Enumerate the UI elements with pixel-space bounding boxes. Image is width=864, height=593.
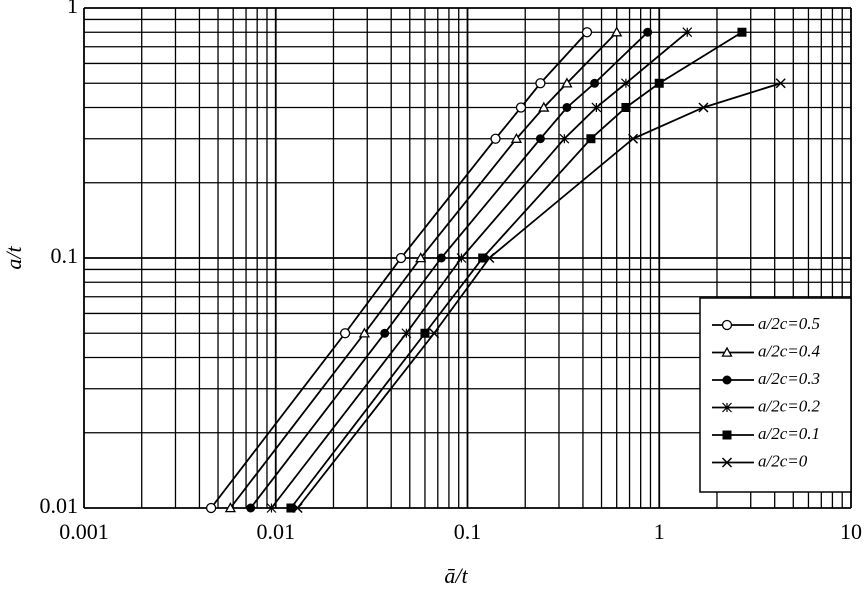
marker [591,102,602,113]
marker [436,253,446,263]
marker [478,253,488,263]
marker [415,252,427,263]
marker [562,102,572,112]
marker [429,328,440,339]
marker [395,252,407,264]
marker [643,27,653,37]
marker [737,27,747,37]
marker [586,134,596,144]
legend-label: a/2c=0.4 [758,341,820,360]
marker [775,78,786,89]
marker [358,327,371,338]
marker [590,78,600,88]
marker [620,78,631,89]
marker [535,78,546,89]
marker [621,102,631,112]
marker [205,502,217,514]
marker [456,253,467,263]
marker [682,27,693,38]
marker [698,102,709,113]
y-tick-label: 0.1 [51,243,79,268]
marker [484,252,495,264]
marker [722,402,732,413]
legend-label: a/2c=0.5 [758,314,820,333]
x-tick-label: 10 [840,519,862,544]
marker [538,101,550,112]
marker [380,328,390,338]
marker [611,26,623,37]
series-line [296,82,781,509]
x-tick-label: 0.01 [257,519,296,544]
marker [561,77,573,88]
marker [628,133,639,144]
marker [286,503,296,513]
marker [510,132,523,143]
marker [721,319,733,331]
marker [515,102,527,113]
marker [559,133,570,144]
marker [490,133,501,144]
series-line [290,31,743,509]
marker [401,328,412,339]
x-tick-label: 0.1 [454,519,482,544]
legend-label: a/2c=0.1 [758,424,820,443]
marker [292,502,303,514]
marker [339,328,351,339]
marker [246,503,256,513]
y-axis-label: a/t [1,246,26,270]
legend-label: a/2c=0.3 [758,369,820,388]
marker [722,430,732,440]
marker [654,78,664,88]
legend-label: a/2c=0 [758,451,808,470]
marker [535,134,545,144]
marker [721,346,733,357]
x-tick-label: 0.001 [59,519,109,544]
x-tick-label: 1 [654,519,665,544]
marker [224,502,236,513]
marker [722,375,732,385]
x-axis-label: ā/t [444,563,468,588]
marker [721,457,733,468]
y-tick-label: 1 [67,0,78,18]
legend-label: a/2c=0.2 [758,396,820,415]
marker [581,27,593,38]
marker [266,503,277,513]
marker [420,328,430,338]
y-tick-label: 0.01 [40,493,79,518]
